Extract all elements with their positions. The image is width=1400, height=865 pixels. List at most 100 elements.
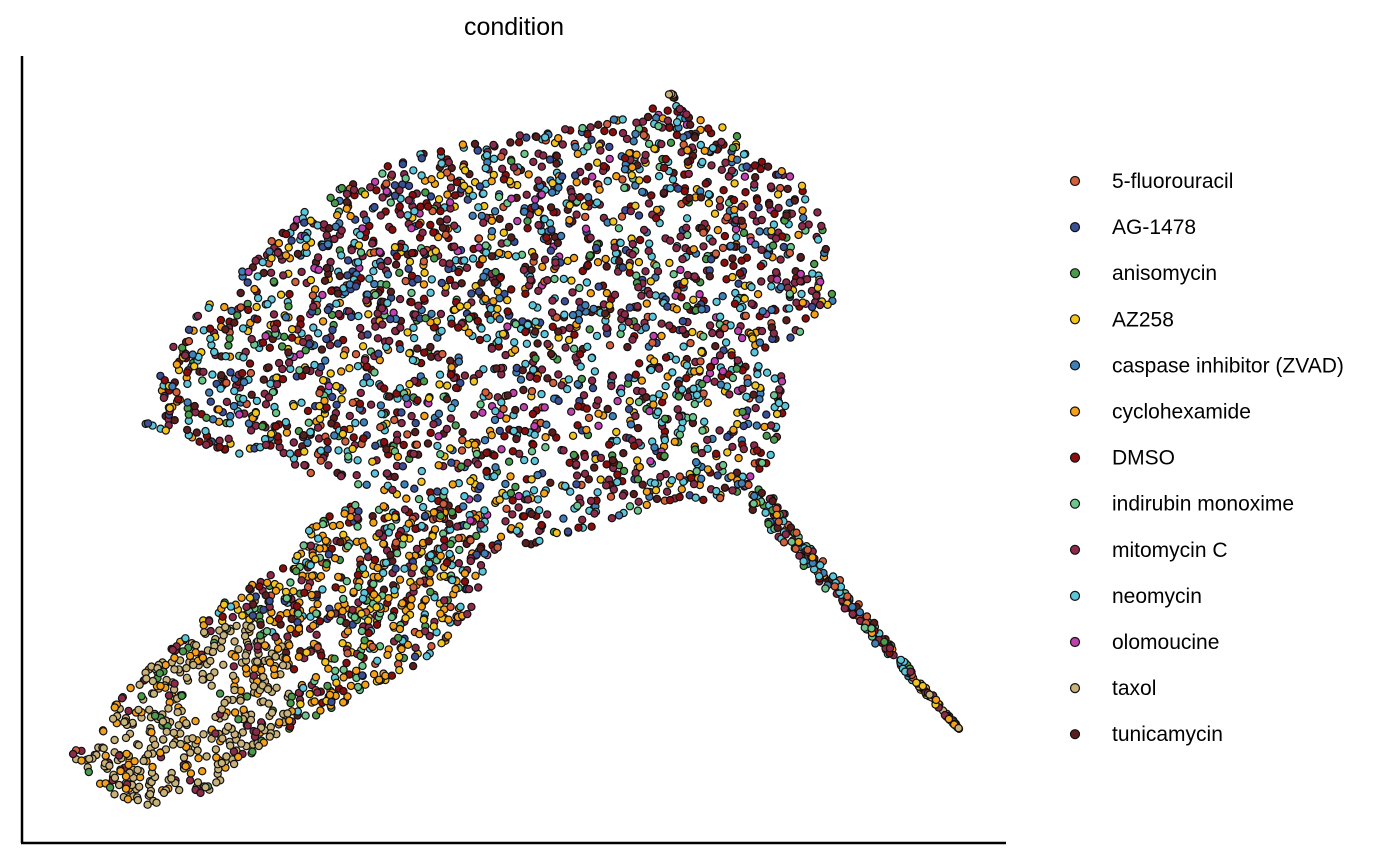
scatter-point: [755, 338, 765, 347]
scatter-point: [357, 626, 367, 636]
scatter-point: [583, 342, 592, 351]
scatter-point: [554, 396, 563, 406]
scatter-point: [526, 275, 535, 284]
scatter-point: [540, 133, 550, 142]
scatter-point: [408, 355, 418, 365]
scatter-point: [608, 456, 618, 465]
legend-marker: [1069, 498, 1081, 509]
scatter-point: [771, 234, 781, 243]
scatter-point: [521, 289, 530, 298]
scatter-point: [110, 703, 120, 712]
scatter-point: [284, 243, 293, 252]
scatter-point: [387, 170, 397, 179]
scatter-point: [471, 571, 480, 581]
scatter-point: [454, 267, 463, 277]
scatter-point: [501, 479, 510, 489]
scatter-point: [342, 619, 351, 628]
scatter-point: [208, 415, 218, 424]
scatter-point: [189, 362, 199, 371]
scatter-point: [931, 695, 941, 705]
scatter-point: [519, 403, 529, 412]
scatter-point: [690, 272, 699, 281]
scatter-point: [493, 304, 502, 314]
scatter-point: [663, 106, 672, 115]
scatter-point: [142, 674, 151, 683]
scatter-point: [309, 621, 318, 631]
scatter-point: [459, 181, 469, 191]
scatter-point: [661, 154, 671, 164]
scatter-point: [398, 159, 408, 169]
scatter-point: [660, 435, 670, 445]
scatter-point: [533, 470, 542, 480]
scatter-point: [787, 537, 796, 547]
scatter-point: [466, 536, 475, 545]
scatter-point: [398, 462, 408, 471]
scatter-point: [618, 128, 628, 138]
scatter-point: [357, 609, 366, 618]
scatter-point: [508, 510, 517, 519]
scatter-point: [362, 480, 371, 489]
scatter-point: [813, 235, 823, 244]
scatter-point: [230, 637, 239, 646]
scatter-point: [659, 188, 669, 197]
scatter-point: [774, 398, 784, 408]
scatter-point: [644, 139, 654, 149]
scatter-point: [287, 333, 297, 342]
scatter-point: [481, 294, 490, 304]
scatter-point: [627, 170, 637, 180]
scatter-point: [253, 272, 262, 281]
scatter-point: [409, 449, 418, 459]
scatter-point: [407, 411, 416, 421]
scatter-point: [652, 205, 662, 215]
scatter-point: [639, 130, 649, 140]
scatter-point: [473, 460, 483, 469]
scatter-point: [352, 666, 361, 676]
scatter-point: [369, 590, 379, 599]
scatter-point: [495, 248, 504, 258]
scatter-point: [390, 586, 399, 595]
scatter-point: [277, 342, 287, 351]
scatter-point: [330, 431, 339, 440]
scatter-point: [244, 267, 253, 277]
scatter-point: [476, 520, 485, 529]
scatter-point: [672, 243, 681, 253]
scatter-point: [779, 538, 789, 547]
scatter-point: [403, 211, 412, 220]
scatter-point: [409, 323, 418, 332]
scatter-point: [379, 437, 389, 447]
scatter-point: [843, 592, 852, 601]
scatter-point: [757, 215, 766, 225]
scatter-point: [561, 343, 570, 352]
scatter-point: [633, 423, 643, 433]
scatter-point: [401, 174, 410, 183]
scatter-point: [206, 397, 215, 406]
scatter-point: [442, 215, 452, 224]
scatter-point: [547, 225, 556, 234]
scatter-point: [610, 243, 620, 252]
scatter-point: [713, 225, 723, 235]
scatter-point: [353, 362, 363, 371]
scatter-point: [161, 426, 170, 435]
scatter-point: [540, 255, 550, 264]
scatter-point: [540, 403, 549, 412]
scatter-point: [114, 780, 124, 790]
scatter-point: [342, 577, 351, 586]
scatter-point: [641, 267, 650, 276]
scatter-point: [557, 172, 567, 181]
legend-marker: [1069, 314, 1081, 325]
scatter-point: [634, 257, 644, 267]
scatter-point: [575, 192, 585, 202]
scatter-point: [398, 599, 407, 608]
scatter-point: [333, 210, 342, 220]
scatter-point: [407, 288, 416, 298]
scatter-point: [306, 561, 315, 570]
scatter-point: [699, 495, 708, 505]
scatter-point: [715, 426, 724, 435]
scatter-point: [475, 335, 485, 345]
scatter-point: [744, 480, 753, 490]
scatter-point: [172, 360, 182, 369]
scatter-point: [360, 636, 369, 645]
scatter-point: [463, 301, 472, 310]
scatter-point: [715, 351, 725, 360]
scatter-point: [173, 395, 183, 404]
